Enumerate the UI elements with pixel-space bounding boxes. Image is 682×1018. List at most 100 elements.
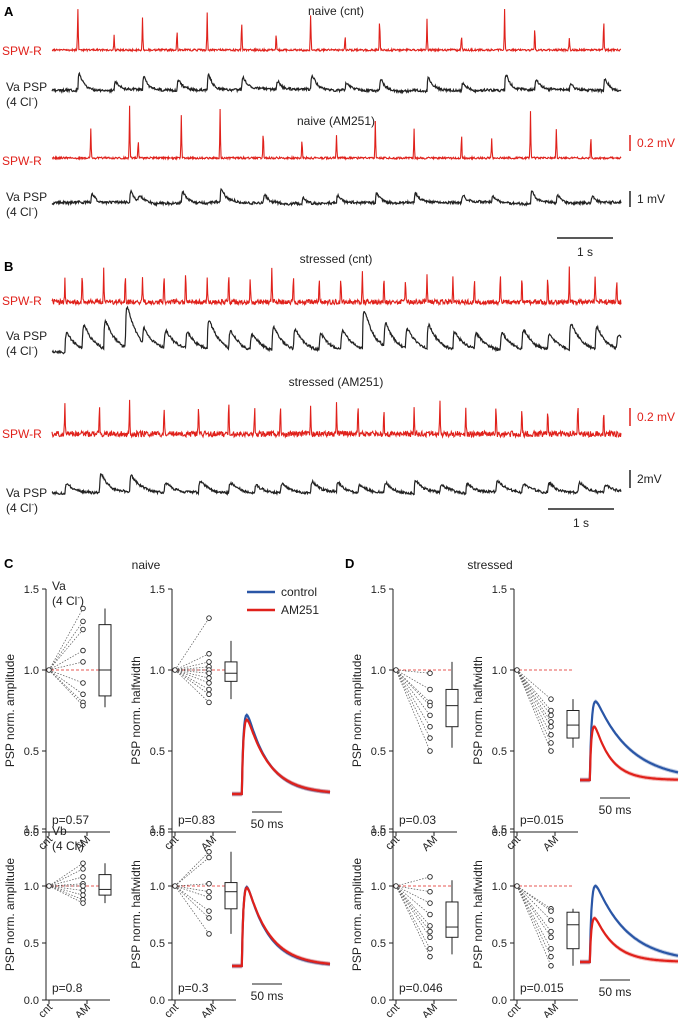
waveform-stressed-vb: 50 ms [580, 883, 679, 999]
scalebar-red-a-label: 0.2 mV [637, 136, 675, 150]
data-point-cnt [393, 667, 399, 673]
data-point-am [427, 686, 433, 693]
y-tick-label: 1.0 [371, 881, 386, 893]
data-point-am [206, 615, 212, 621]
data-point-am [206, 908, 212, 914]
x-tick-label-cnt: cnt [36, 1002, 55, 1018]
box-iqr [224, 661, 238, 682]
y-tick-label: 1.5 [150, 824, 165, 836]
x-tick-label-cnt: cnt [162, 1002, 181, 1018]
trace-title-naive-cnt: naive (cnt) [308, 4, 364, 18]
y-axis-label: PSP norm. halfwidth [129, 860, 143, 969]
y-tick-label: 1.0 [150, 881, 165, 893]
waveform-sem-am251 [232, 717, 330, 797]
data-point-am [80, 887, 86, 894]
y-tick-label: 0.0 [24, 827, 39, 839]
y-tick-label: 0.5 [492, 746, 507, 758]
pair-line [48, 868, 84, 887]
pair-line [516, 885, 552, 932]
p-value: p=0.57 [52, 813, 89, 827]
pair-line [48, 885, 84, 904]
y-tick-label: 1.0 [492, 881, 507, 893]
data-point-am [548, 934, 554, 941]
y-tick-label: 1.5 [24, 824, 39, 836]
y-tick-label: 1.0 [371, 665, 386, 677]
pair-line [48, 862, 84, 887]
psp-label-a1-line2: (4 Cl-) [6, 94, 38, 109]
data-point-am [80, 680, 86, 686]
y-tick-label: 0.5 [24, 746, 39, 758]
scalebar-black-a-label: 1 mV [637, 192, 665, 206]
box-iqr [224, 882, 238, 910]
data-point-am [80, 866, 86, 872]
box-iqr [98, 874, 112, 896]
y-axis-label: PSP norm. amplitude [3, 858, 17, 971]
waveform-stressed-va: 50 ms [580, 699, 679, 817]
p-value: p=0.3 [178, 981, 209, 995]
pair-line [48, 876, 84, 887]
pair-line [516, 669, 552, 752]
data-point-cnt [514, 883, 520, 889]
pair-line [48, 629, 84, 671]
data-point-am [80, 691, 86, 698]
waveform-sem-control [232, 884, 330, 969]
psp-label-a1-line1: Va PSP [6, 80, 47, 94]
pair-line [174, 653, 210, 671]
pair-line [516, 669, 552, 711]
y-tick-label: 1.5 [371, 584, 386, 596]
p-value: p=0.015 [520, 981, 564, 995]
x-tick-label-am: AM [541, 834, 561, 854]
y-tick-label: 1.5 [150, 584, 165, 596]
data-point-am [548, 748, 554, 754]
pair-line [395, 669, 431, 690]
pair-line [516, 885, 552, 949]
data-point-am [548, 945, 554, 952]
pair-line [48, 669, 84, 706]
pair-line [48, 650, 84, 671]
trace-line-spw-r [51, 105, 622, 161]
x-tick-label-am: AM [541, 1002, 561, 1018]
pair-line [174, 885, 210, 919]
p-value: p=0.046 [399, 981, 443, 995]
pair-line [48, 608, 84, 671]
trace-line-va-psp-4-cl [51, 473, 622, 496]
pair-line [395, 669, 431, 752]
scatter-stressed-vb-halfwidth: 0.0 0.5 1.0 1.5 cnt AM PSP norm. halfwidth p=0.… [471, 824, 580, 1018]
trace-title-naive-am251: naive (AM251) [297, 114, 375, 128]
x-tick-label-am: AM [420, 1002, 440, 1018]
waveform-am251 [580, 917, 678, 964]
trace-va-psp-naive-cnt [51, 71, 622, 95]
data-point-am [206, 894, 212, 901]
data-point-am [206, 659, 212, 665]
pair-line [395, 669, 431, 739]
y-tick-label: 0.0 [150, 995, 165, 1007]
data-point-am [427, 928, 433, 935]
trace-va-psp-stressed-am251 [51, 473, 622, 496]
data-point-am [427, 923, 433, 929]
psp-label-b2-line2: (4 Cl-) [6, 500, 38, 515]
x-tick-label-am: AM [199, 1002, 219, 1018]
p-value: p=0.03 [399, 813, 436, 827]
pair-line [48, 669, 84, 684]
waveform-sem-control [232, 712, 330, 797]
pair-line [395, 876, 431, 887]
data-point-am [206, 691, 212, 698]
data-point-am [427, 911, 433, 918]
y-axis-label: PSP norm. halfwidth [471, 860, 485, 969]
waveform-control [232, 713, 331, 796]
data-point-am [427, 712, 433, 719]
data-point-am [548, 732, 554, 738]
trace-title-stressed-am251: stressed (AM251) [289, 375, 384, 389]
scatter-naive-vb-halfwidth: 0.0 0.5 1.0 1.5 cnt AM PSP norm. halfwidth p=0.… [129, 824, 238, 1018]
pair-line [516, 669, 552, 727]
data-point-am [80, 900, 86, 906]
pair-line [395, 885, 431, 927]
pair-line [48, 883, 84, 887]
box-iqr [445, 688, 459, 728]
scatter-naive-vb-amplitude: 0.0 0.5 1.0 1.5 cnt AM PSP norm. amplitude p=0.… [3, 824, 112, 1018]
data-point-am [548, 740, 554, 746]
pair-line [174, 885, 210, 912]
